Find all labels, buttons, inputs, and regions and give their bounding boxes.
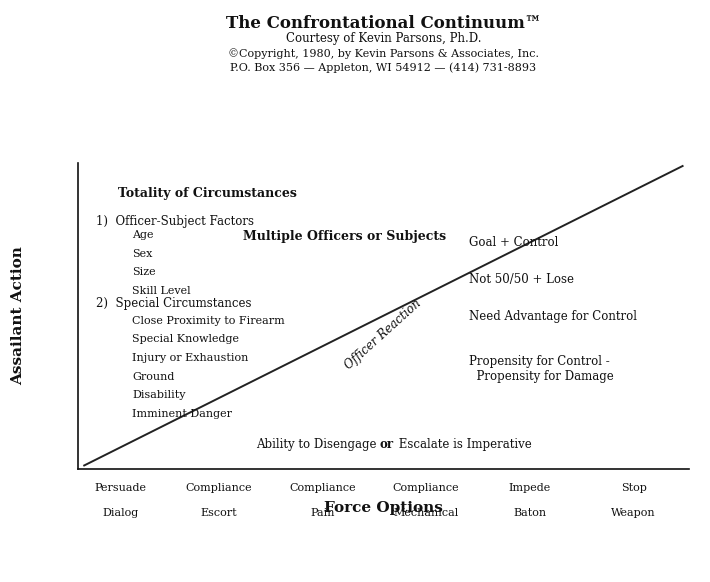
- Text: Skill Level: Skill Level: [132, 286, 190, 296]
- Text: Persuade: Persuade: [95, 483, 147, 493]
- Text: Multiple Officers or Subjects: Multiple Officers or Subjects: [243, 230, 446, 243]
- Text: Imminent Danger: Imminent Danger: [132, 409, 232, 419]
- Text: 1)  Officer-Subject Factors: 1) Officer-Subject Factors: [97, 215, 254, 228]
- Text: Compliance: Compliance: [393, 483, 459, 493]
- Text: Size: Size: [132, 268, 155, 278]
- Text: Assailant Action: Assailant Action: [11, 246, 25, 385]
- Text: Baton: Baton: [513, 508, 547, 518]
- Text: Weapon: Weapon: [611, 508, 656, 518]
- Text: Compliance: Compliance: [289, 483, 356, 493]
- Text: Propensity for Control -
  Propensity for Damage: Propensity for Control - Propensity for …: [469, 356, 613, 384]
- Text: Impede: Impede: [509, 483, 551, 493]
- Text: Age: Age: [132, 230, 153, 240]
- Text: P.O. Box 356 — Appleton, WI 54912 — (414) 731-8893: P.O. Box 356 — Appleton, WI 54912 — (414…: [230, 62, 537, 73]
- Text: Disability: Disability: [132, 391, 185, 400]
- Text: Pain: Pain: [310, 508, 334, 518]
- Text: Escalate is Imperative: Escalate is Imperative: [395, 438, 532, 451]
- Text: Close Proximity to Firearm: Close Proximity to Firearm: [132, 315, 285, 326]
- Text: Compliance: Compliance: [185, 483, 252, 493]
- Text: The Confrontational Continuum™: The Confrontational Continuum™: [226, 15, 541, 31]
- Text: Stop: Stop: [621, 483, 647, 493]
- Text: Ability to Disengage: Ability to Disengage: [256, 438, 380, 451]
- Text: Ground: Ground: [132, 372, 174, 382]
- Text: Sex: Sex: [132, 249, 152, 259]
- Text: 2)  Special Circumstances: 2) Special Circumstances: [97, 297, 252, 310]
- Text: ©Copyright, 1980, by Kevin Parsons & Associates, Inc.: ©Copyright, 1980, by Kevin Parsons & Ass…: [228, 48, 539, 59]
- Text: Mechanical: Mechanical: [393, 508, 459, 518]
- Text: Dialog: Dialog: [103, 508, 139, 518]
- Text: Officer Reaction: Officer Reaction: [343, 296, 424, 372]
- Text: Totality of Circumstances: Totality of Circumstances: [118, 187, 297, 200]
- Text: Force Options: Force Options: [324, 501, 443, 514]
- Text: Need Advantage for Control: Need Advantage for Control: [469, 310, 637, 322]
- Text: Special Knowledge: Special Knowledge: [132, 334, 239, 345]
- Text: Escort: Escort: [200, 508, 237, 518]
- Text: Not 50/50 + Lose: Not 50/50 + Lose: [469, 273, 574, 286]
- Text: Injury or Exhaustion: Injury or Exhaustion: [132, 353, 248, 363]
- Text: Courtesy of Kevin Parsons, Ph.D.: Courtesy of Kevin Parsons, Ph.D.: [285, 32, 481, 45]
- Text: or: or: [380, 438, 394, 451]
- Text: Goal + Control: Goal + Control: [469, 236, 558, 249]
